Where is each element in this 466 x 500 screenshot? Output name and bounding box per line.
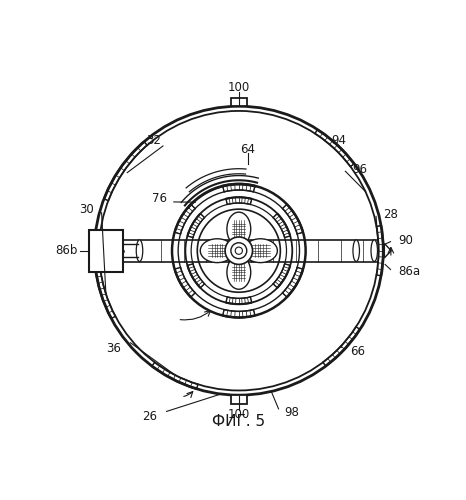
Ellipse shape [353, 240, 359, 262]
Circle shape [225, 237, 253, 264]
Bar [231, 395, 247, 404]
Text: 100: 100 [228, 408, 250, 421]
Text: 28: 28 [383, 208, 398, 221]
Bar [89, 230, 123, 272]
Text: 32: 32 [146, 134, 161, 147]
Text: 76: 76 [151, 192, 167, 205]
Text: 26: 26 [143, 410, 158, 422]
Ellipse shape [136, 240, 143, 262]
Text: 30: 30 [80, 202, 94, 215]
Ellipse shape [371, 240, 377, 262]
Ellipse shape [227, 212, 251, 246]
Text: 98: 98 [284, 406, 299, 419]
Bar [96, 237, 104, 264]
Circle shape [231, 242, 247, 258]
Text: 86a: 86a [398, 265, 421, 278]
Bar [231, 98, 247, 106]
Text: 94: 94 [332, 134, 347, 147]
Ellipse shape [116, 240, 123, 262]
Circle shape [235, 247, 242, 254]
Ellipse shape [200, 239, 234, 262]
Ellipse shape [244, 239, 277, 262]
Polygon shape [384, 244, 391, 258]
Text: 90: 90 [398, 234, 413, 247]
Ellipse shape [227, 256, 251, 289]
Text: 100: 100 [228, 81, 250, 94]
Text: 66: 66 [350, 344, 365, 358]
Text: 64: 64 [240, 143, 255, 156]
Text: 86b: 86b [55, 244, 77, 257]
Text: 36: 36 [107, 342, 122, 354]
Text: 96: 96 [353, 163, 368, 176]
Text: ФИГ. 5: ФИГ. 5 [212, 414, 266, 429]
